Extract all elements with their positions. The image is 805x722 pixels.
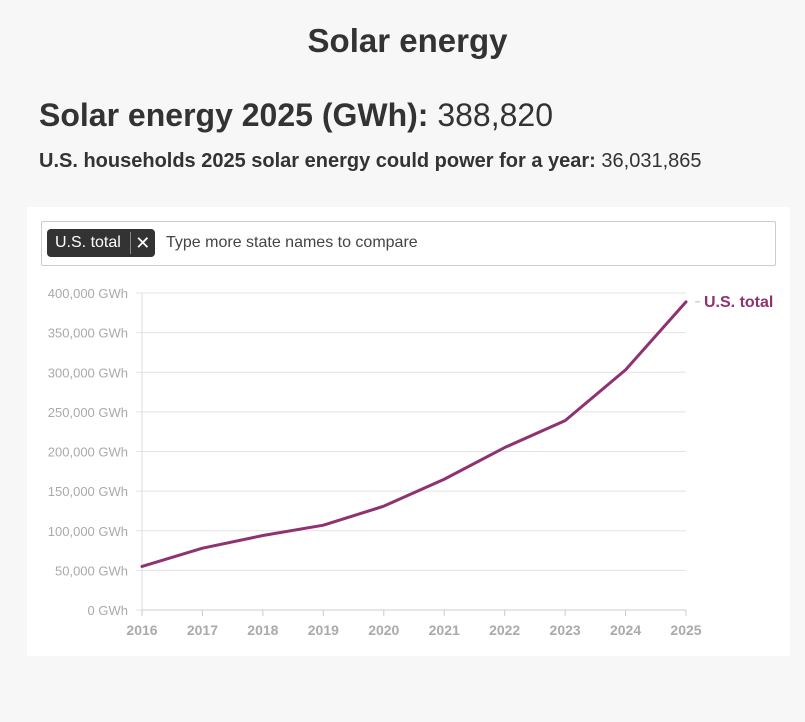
y-tick-label: 200,000 GWh [48,445,128,460]
solar-energy-stat: Solar energy 2025 (GWh): 388,820 [39,97,553,134]
y-tick-label: 250,000 GWh [48,405,128,420]
y-tick-label: 0 GWh [88,603,128,618]
line-chart: 0 GWh 50,000 GWh 100,000 GWh 150,000 GWh 200… [48,286,774,638]
x-tick-label: 2024 [610,622,641,638]
households-stat: U.S. households 2025 solar energy could … [39,150,702,173]
solar-energy-stat-label: Solar energy 2025 (GWh): [39,97,429,133]
x-tick-label: 2018 [247,622,278,638]
series-label: U.S. total [704,294,773,311]
close-icon[interactable]: ✕ [135,232,151,253]
x-tick-label: 2021 [429,622,460,638]
state-search-box[interactable]: U.S. total ✕ [41,221,776,266]
y-tick-label: 400,000 GWh [48,286,128,301]
page-title: Solar energy [307,22,508,59]
y-tick-label: 50,000 GWh [55,563,128,578]
chip-label: U.S. total [55,234,121,251]
x-tick-label: 2017 [187,622,218,638]
chip-divider [129,232,131,254]
x-tick-label: 2016 [126,622,157,638]
households-stat-label: U.S. households 2025 solar energy could … [39,150,596,172]
y-tick-label: 150,000 GWh [48,484,128,499]
series-line [140,300,688,568]
state-search-input[interactable] [166,228,756,258]
solar-energy-stat-value: 388,820 [437,97,553,133]
x-tick-label: 2023 [550,622,581,638]
households-stat-value: 36,031,865 [601,150,702,172]
x-tick-label: 2022 [489,622,520,638]
y-tick-label: 350,000 GWh [48,326,128,341]
x-tick-label: 2020 [368,622,399,638]
x-tick-label: 2025 [670,622,701,638]
chart-card: U.S. total ✕ 0 GWh 50,000 GWh 100,000 GWh 1… [27,207,790,656]
x-tick-label: 2019 [308,622,339,638]
y-tick-label: 300,000 GWh [48,365,128,380]
y-tick-label: 100,000 GWh [48,524,128,539]
selected-state-chip: U.S. total ✕ [47,229,155,257]
